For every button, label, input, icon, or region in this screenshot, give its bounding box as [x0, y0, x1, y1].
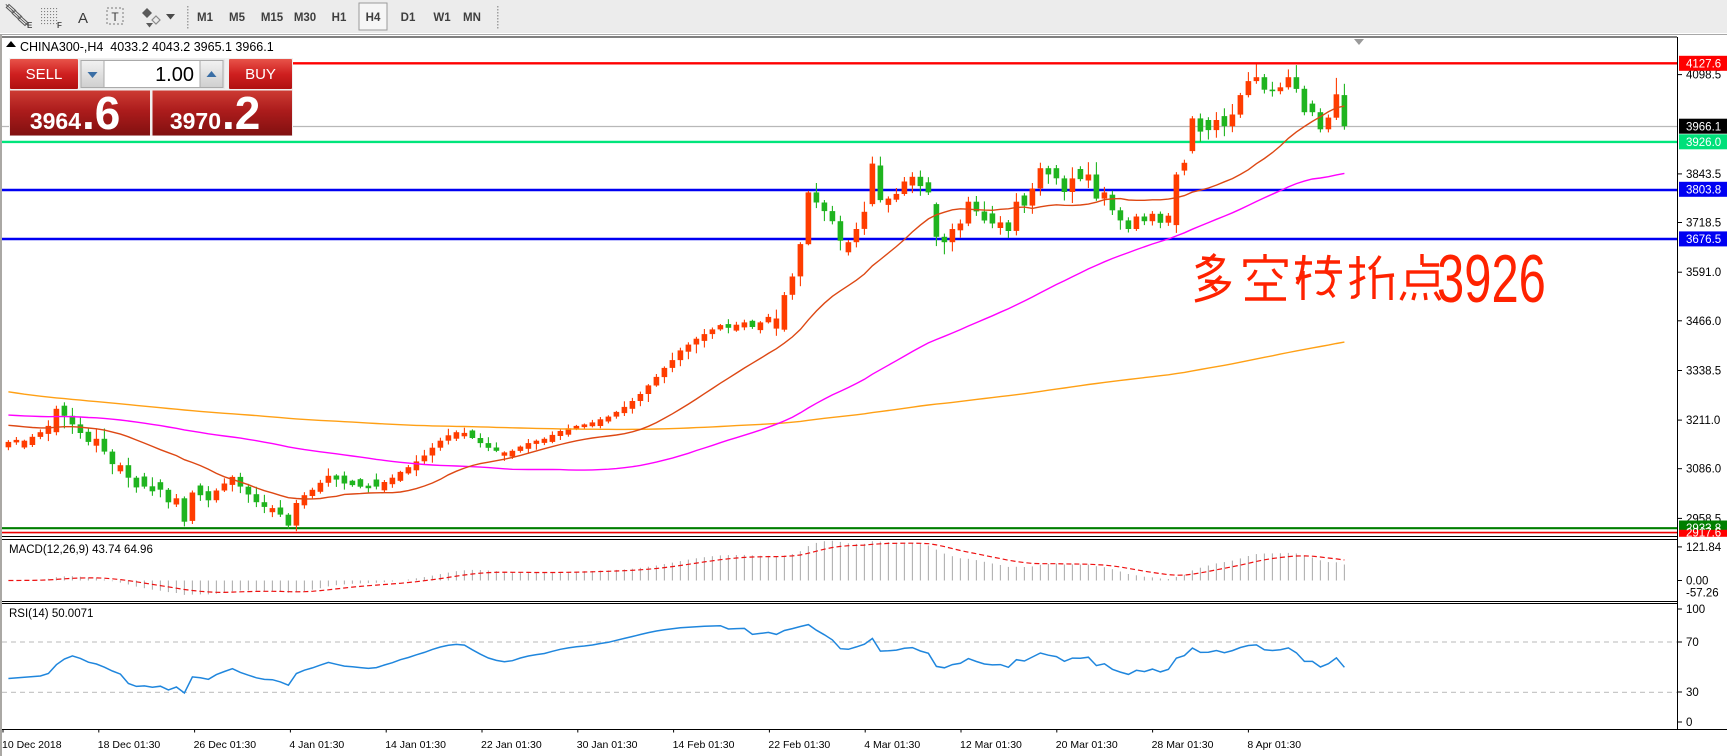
svg-text:M30: M30 [294, 12, 316, 24]
svg-text:3966.1: 3966.1 [1686, 121, 1721, 133]
svg-text:3926.0: 3926.0 [1686, 137, 1721, 149]
svg-text:2917.6: 2917.6 [1686, 528, 1721, 540]
svg-text:3843.5: 3843.5 [1686, 169, 1721, 181]
svg-text:3591.0: 3591.0 [1686, 267, 1721, 279]
svg-text:3211.0: 3211.0 [1686, 415, 1720, 427]
svg-text:3338.5: 3338.5 [1686, 366, 1721, 378]
svg-text:4127.6: 4127.6 [1686, 59, 1721, 71]
svg-text:4098.5: 4098.5 [1686, 70, 1721, 82]
svg-text:70: 70 [1686, 637, 1699, 649]
svg-text:3803.8: 3803.8 [1686, 185, 1721, 197]
svg-text:M5: M5 [229, 12, 246, 24]
svg-text:M1: M1 [197, 12, 214, 24]
svg-text:M15: M15 [261, 12, 284, 24]
svg-text:4 Mar 01:30: 4 Mar 01:30 [864, 739, 920, 751]
svg-text:3676.5: 3676.5 [1686, 234, 1721, 246]
svg-text:SELL: SELL [26, 66, 63, 83]
svg-text:100: 100 [1686, 604, 1705, 616]
svg-text:22 Jan 01:30: 22 Jan 01:30 [481, 739, 542, 751]
svg-text:RSI(14) 50.0071: RSI(14) 50.0071 [9, 608, 93, 620]
svg-text:E: E [27, 21, 33, 30]
svg-text:1.00: 1.00 [155, 64, 194, 86]
svg-text:D1: D1 [401, 12, 416, 24]
svg-text:T: T [111, 10, 119, 24]
svg-text:BUY: BUY [245, 66, 276, 83]
svg-text:3466.0: 3466.0 [1686, 316, 1721, 328]
svg-text:A: A [78, 10, 88, 27]
svg-text:14 Feb 01:30: 14 Feb 01:30 [673, 739, 735, 751]
svg-text:10 Dec 2018: 10 Dec 2018 [2, 739, 62, 751]
svg-text:22 Feb 01:30: 22 Feb 01:30 [768, 739, 830, 751]
svg-text:20 Mar 01:30: 20 Mar 01:30 [1056, 739, 1118, 751]
svg-text:26 Dec 01:30: 26 Dec 01:30 [194, 739, 257, 751]
svg-text:8 Apr 01:30: 8 Apr 01:30 [1247, 739, 1301, 751]
svg-text:W1: W1 [433, 12, 451, 24]
svg-text:0.00: 0.00 [1686, 576, 1708, 588]
svg-text:3086.0: 3086.0 [1686, 464, 1721, 476]
svg-text:4 Jan 01:30: 4 Jan 01:30 [289, 739, 344, 751]
svg-text:121.84: 121.84 [1686, 542, 1722, 554]
svg-text:0: 0 [1686, 717, 1692, 729]
svg-text:MACD(12,26,9) 43.74 64.96: MACD(12,26,9) 43.74 64.96 [9, 544, 153, 556]
svg-text:-57.26: -57.26 [1686, 588, 1719, 600]
svg-text:H1: H1 [332, 12, 347, 24]
svg-text:30: 30 [1686, 687, 1699, 699]
svg-text:3926: 3926 [1437, 240, 1546, 317]
svg-text:F: F [57, 21, 62, 30]
svg-text:18 Dec 01:30: 18 Dec 01:30 [98, 739, 161, 751]
svg-text:CHINA300-,H4 4033.2 4043.2 39: CHINA300-,H4 4033.2 4043.2 3965.1 3966.1 [20, 40, 274, 54]
svg-text:H4: H4 [366, 12, 381, 24]
svg-text:28 Mar 01:30: 28 Mar 01:30 [1152, 739, 1214, 751]
svg-text:30 Jan 01:30: 30 Jan 01:30 [577, 739, 638, 751]
svg-text:3718.5: 3718.5 [1686, 218, 1721, 230]
svg-text:12 Mar 01:30: 12 Mar 01:30 [960, 739, 1022, 751]
svg-text:3970: 3970 [170, 108, 221, 134]
svg-text:.6: .6 [82, 87, 120, 139]
svg-text:3964: 3964 [30, 108, 81, 134]
svg-text:MN: MN [463, 12, 481, 24]
svg-text:14 Jan 01:30: 14 Jan 01:30 [385, 739, 446, 751]
svg-text:.2: .2 [222, 87, 260, 139]
